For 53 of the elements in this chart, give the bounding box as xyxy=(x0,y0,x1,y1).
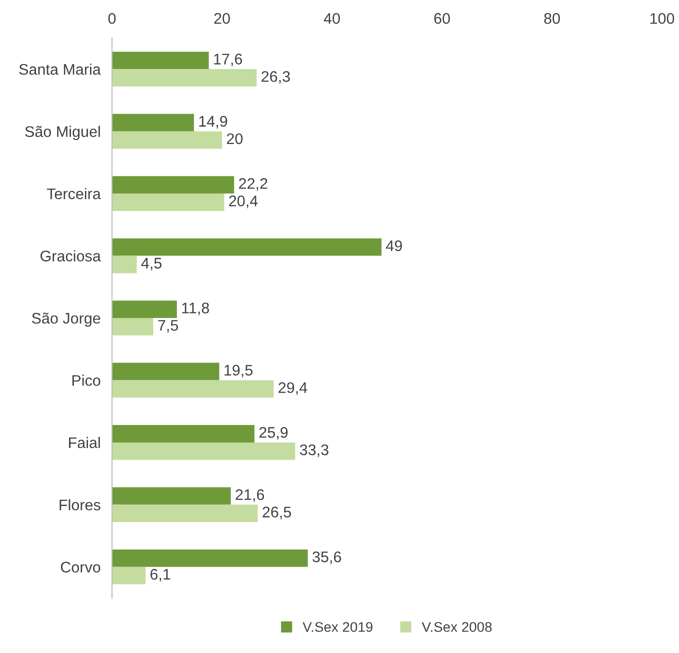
bar xyxy=(112,194,224,211)
data-label: 6,1 xyxy=(150,568,170,582)
data-label: 11,8 xyxy=(182,302,210,316)
legend-label: V.Sex 2008 xyxy=(422,622,492,632)
data-label: 21,6 xyxy=(236,489,264,502)
bar xyxy=(112,131,222,149)
x-tick-label: 0 xyxy=(108,13,116,24)
bar xyxy=(112,487,231,505)
data-label: 25,9 xyxy=(259,427,288,440)
bar xyxy=(112,176,234,194)
data-label: 26,3 xyxy=(262,71,290,84)
y-tick-label: Flores xyxy=(60,499,100,510)
bar xyxy=(112,256,137,274)
y-tick-label: Faial xyxy=(69,436,100,448)
y-tick-label: Pico xyxy=(72,374,100,386)
x-tick-label: 20 xyxy=(214,13,230,24)
data-label: 35,6 xyxy=(312,551,342,564)
bar xyxy=(112,442,296,460)
x-tick-label: 80 xyxy=(544,13,560,24)
bar xyxy=(112,425,254,442)
data-label: 20 xyxy=(226,133,243,144)
bar xyxy=(112,52,209,70)
bar xyxy=(112,238,382,256)
data-label: 14,9 xyxy=(199,116,228,129)
bar xyxy=(112,504,258,522)
x-tick-label: 40 xyxy=(324,13,340,24)
data-label: 33,3 xyxy=(300,444,328,458)
bar xyxy=(112,549,308,567)
legend-label: V.Sex 2019 xyxy=(302,622,372,632)
bar xyxy=(112,566,146,584)
y-tick-label: Terceira xyxy=(46,188,101,200)
y-tick-label: São Jorge xyxy=(32,312,100,327)
bar xyxy=(112,380,274,398)
y-tick-label: Graciosa xyxy=(40,250,101,262)
data-label: 17,6 xyxy=(214,54,242,66)
data-label: 19,5 xyxy=(224,364,253,378)
data-label: 22,2 xyxy=(239,178,268,191)
x-tick-label: 60 xyxy=(434,13,450,24)
bar xyxy=(112,318,154,336)
data-label: 4,5 xyxy=(141,258,162,270)
y-tick-label: São Miguel xyxy=(25,126,100,140)
y-tick-label: Corvo xyxy=(60,562,100,573)
bar xyxy=(112,69,257,87)
bar xyxy=(112,114,194,132)
bar xyxy=(112,300,177,318)
data-label: 20,4 xyxy=(229,196,258,208)
x-tick-label: 100 xyxy=(650,13,674,24)
data-label: 29,4 xyxy=(278,382,308,395)
data-label: 7,5 xyxy=(158,320,178,333)
y-tick-label: Santa Maria xyxy=(19,64,101,75)
bar xyxy=(112,362,220,380)
data-label: 26,5 xyxy=(262,506,292,520)
data-label: 49 xyxy=(386,240,402,252)
